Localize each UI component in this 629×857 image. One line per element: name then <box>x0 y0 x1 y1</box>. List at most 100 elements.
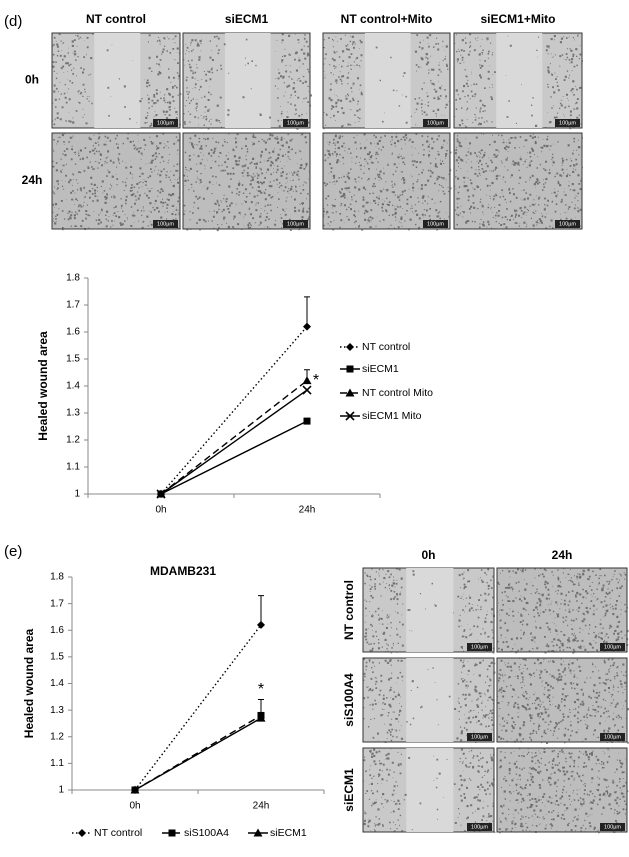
series-line <box>134 624 262 791</box>
error-bar <box>304 296 310 327</box>
column-header: 0h <box>421 548 435 562</box>
series-line <box>160 389 308 495</box>
column-header: NT control+Mito <box>341 12 433 26</box>
y-tick-label: 1.3 <box>50 705 64 716</box>
marker <box>302 376 312 385</box>
scale-bar-label: 100µm <box>157 221 174 227</box>
micrograph: 100µm <box>453 132 583 230</box>
micrograph: 100µm <box>496 657 629 744</box>
cells <box>323 133 452 231</box>
legend-label: siECM1 <box>270 827 307 839</box>
row-header: siECM1 <box>342 768 356 812</box>
micrograph-background <box>182 132 311 230</box>
scale-bar-box <box>467 643 492 651</box>
y-tick-label: 1.5 <box>66 354 80 365</box>
series-line <box>160 326 308 495</box>
scale-bar-box <box>600 643 625 651</box>
column-header: siECM1 <box>225 12 269 26</box>
scale-bar-box <box>153 220 178 228</box>
legend-marker <box>345 388 355 397</box>
micrograph: 100µm <box>496 747 629 834</box>
scale-bar-label: 100µm <box>604 734 621 740</box>
legend-marker <box>168 829 176 837</box>
micrograph: 100µm <box>496 567 629 654</box>
scale-bar-label: 100µm <box>559 120 576 126</box>
scale-bar-box <box>423 220 448 228</box>
panel-label: (d) <box>4 13 22 30</box>
y-tick-label: 1 <box>58 785 64 796</box>
scale-bar-box <box>153 119 178 127</box>
scale-bar-label: 100µm <box>559 221 576 227</box>
y-tick-label: 1.7 <box>50 598 64 609</box>
micrograph-background <box>453 132 583 230</box>
scale-bar-label: 100µm <box>604 824 621 830</box>
y-tick-label: 1.6 <box>50 625 64 636</box>
legend-label: NT control <box>94 827 142 839</box>
scale-bar-label: 100µm <box>471 734 488 740</box>
x-tick-label: 0h <box>155 505 166 516</box>
legend-marker <box>345 411 355 421</box>
micrograph: 100µm <box>362 567 495 654</box>
micrograph: 100µm <box>453 32 583 130</box>
chart-title: MDAMB231 <box>150 564 216 578</box>
legend-marker <box>346 365 354 373</box>
marker <box>303 417 311 425</box>
scale-bar-label: 100µm <box>604 644 621 650</box>
series-line <box>134 717 262 791</box>
micrograph-background <box>496 657 628 743</box>
micrograph: 100µm <box>362 747 496 833</box>
y-tick-label: 1.5 <box>50 652 64 663</box>
row-header: 24h <box>22 173 43 187</box>
wound-gap <box>406 658 454 742</box>
column-header: NT control <box>86 12 146 26</box>
legend-marker <box>253 828 263 837</box>
y-tick-label: 1.1 <box>50 758 64 769</box>
y-tick-label: 1.7 <box>66 300 80 311</box>
scale-bar-box <box>600 733 625 741</box>
scale-bar-box <box>283 220 308 228</box>
wound-gap <box>496 33 543 128</box>
x-tick-label: 24h <box>299 505 316 516</box>
y-tick-label: 1 <box>74 489 80 500</box>
y-tick-label: 1.2 <box>50 731 64 742</box>
micrograph: 100µm <box>322 132 452 231</box>
wound-gap <box>406 568 454 652</box>
column-header: siECM1+Mito <box>480 12 555 26</box>
scale-bar-box <box>467 733 492 741</box>
scale-bar-label: 100µm <box>427 120 444 126</box>
scale-bar-label: 100µm <box>471 644 488 650</box>
scale-bar-box <box>600 823 625 831</box>
panel-label: (e) <box>4 543 22 560</box>
series-line <box>160 380 308 495</box>
wound-gap <box>364 33 411 128</box>
y-tick-label: 1.4 <box>66 381 80 392</box>
wound-gap <box>224 33 271 128</box>
y-tick-label: 1.2 <box>66 435 80 446</box>
x-tick-label: 0h <box>129 801 140 812</box>
marker <box>303 322 311 331</box>
y-tick-label: 1.4 <box>50 678 64 689</box>
error-bar <box>258 595 264 625</box>
micrograph: 100µm <box>182 132 311 232</box>
scale-bar-box <box>467 823 492 831</box>
scale-bar-label: 100µm <box>287 120 304 126</box>
marker <box>130 785 140 794</box>
marker <box>256 713 266 722</box>
cells <box>183 33 312 130</box>
micrograph: 100µm <box>182 32 312 130</box>
micrograph: 100µm <box>51 32 182 129</box>
cells <box>497 658 629 744</box>
y-tick-label: 1.1 <box>66 462 80 473</box>
annotation: * <box>258 681 264 698</box>
cells <box>364 568 495 654</box>
y-tick-label: 1.8 <box>66 273 80 284</box>
cells <box>52 33 182 129</box>
column-header: 24h <box>552 548 573 562</box>
marker <box>257 620 265 629</box>
wound-gap <box>94 33 141 128</box>
y-tick-label: 1.6 <box>66 327 80 338</box>
legend-label: NT control <box>362 341 410 353</box>
micrograph: 100µm <box>51 132 181 231</box>
scale-bar-label: 100µm <box>287 221 304 227</box>
